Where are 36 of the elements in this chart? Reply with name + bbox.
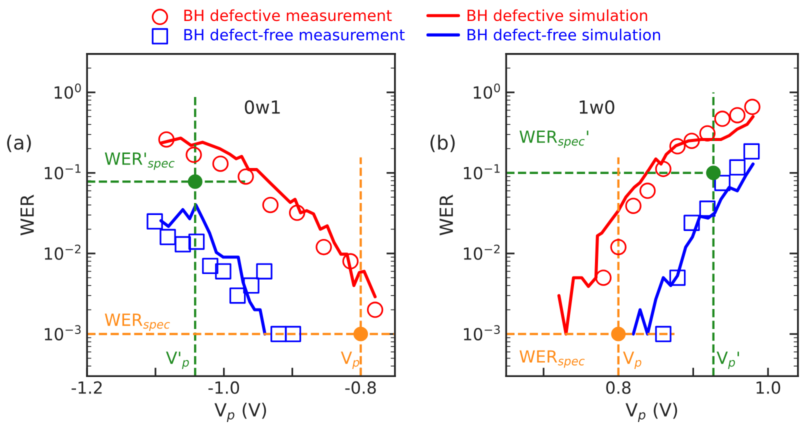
y-tick-label: 10$^{−3}$ <box>44 325 81 340</box>
x-tick-label: -0.8 <box>345 381 376 394</box>
y-axis-title: WER <box>520 350 558 363</box>
text: spec <box>143 322 170 331</box>
text: WER <box>20 194 34 236</box>
legend-label: BH defect-free measurement <box>184 28 405 41</box>
annotation: WER'$_{spec}$ <box>104 152 175 170</box>
text: ' <box>586 130 588 136</box>
y-tick-label: 10$^{−1}$ <box>44 164 81 180</box>
legend-label: BH defective measurement <box>184 9 392 22</box>
annotation: WER$_{spec}$ <box>520 130 585 148</box>
x-tick-label: 0.8 <box>606 381 630 394</box>
y-tick-label: 10$^{−1}$ <box>464 164 500 180</box>
text: 0w1 <box>244 100 280 114</box>
legend-label: BH defective simulation <box>468 9 648 22</box>
x-axis-title: V$_{p}$ (V) <box>214 402 266 422</box>
legend-label: BH defect-free simulation <box>468 28 660 41</box>
y-tick-label: 10$^{−3}$ <box>464 325 500 340</box>
x-tick-label: -1.0 <box>208 381 240 394</box>
x-tick-label: -1.2 <box>72 381 102 394</box>
y-axis-title: WER <box>104 314 142 326</box>
text: WER <box>440 194 453 236</box>
text: 1w0 <box>580 100 614 114</box>
annotation: V$_{p}$ <box>340 352 360 369</box>
y-tick-label: 10$^{−2}$ <box>44 244 80 260</box>
text: (a) <box>7 134 31 152</box>
annotation: V$_{p}$ <box>623 352 642 369</box>
annotation: V$_{p}$' <box>716 352 739 369</box>
y-tick-label: 10$^{−2}$ <box>464 244 500 260</box>
annotation: V'$_{p}$ <box>166 352 189 369</box>
x-tick-label: 1.0 <box>756 381 780 394</box>
text: spec <box>558 358 585 368</box>
text: (b) <box>430 134 455 152</box>
y-tick-label: 10$^{0}$ <box>54 84 81 99</box>
x-axis-title: V$_{p}$ (V) <box>626 402 678 422</box>
y-tick-label: 10$^{0}$ <box>474 84 500 99</box>
